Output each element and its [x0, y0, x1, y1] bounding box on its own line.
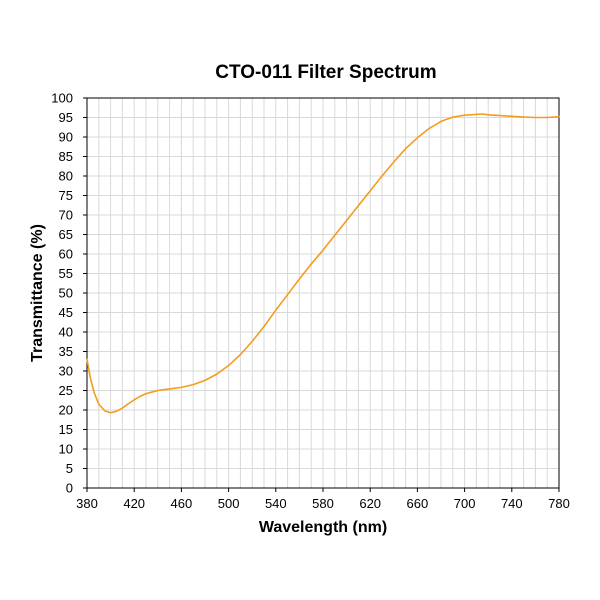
- y-tick-label: 5: [66, 461, 73, 476]
- x-tick-label: 700: [454, 496, 476, 511]
- y-tick-label: 100: [51, 91, 73, 106]
- y-tick-label: 25: [59, 383, 73, 398]
- x-tick-label: 580: [312, 496, 334, 511]
- y-tick-label: 20: [59, 403, 73, 418]
- x-tick-label: 620: [359, 496, 381, 511]
- x-tick-label: 540: [265, 496, 287, 511]
- x-tick-label: 740: [501, 496, 523, 511]
- x-tick-label: 780: [548, 496, 570, 511]
- gridlines: [87, 98, 559, 488]
- transmittance-line: [86, 113, 560, 414]
- y-tick-label: 90: [59, 130, 73, 145]
- y-tick-label: 30: [59, 364, 73, 379]
- y-tick-label: 60: [59, 247, 73, 262]
- y-tick-label: 85: [59, 149, 73, 164]
- y-tick-label: 0: [66, 481, 73, 496]
- y-tick-label: 95: [59, 110, 73, 125]
- y-tick-label: 75: [59, 188, 73, 203]
- x-tick-label: 380: [76, 496, 98, 511]
- x-tick-label: 460: [171, 496, 193, 511]
- x-axis-label: Wavelength (nm): [259, 519, 387, 536]
- x-tick-label: 660: [407, 496, 429, 511]
- series-layer: [86, 113, 560, 414]
- y-tick-label: 10: [59, 442, 73, 457]
- y-tick-label: 50: [59, 286, 73, 301]
- y-axis-ticks: 0 5 10 15 20 25 30 35 40 45 50 55 60 65 70 75 80 85 90 95 10…: [51, 91, 87, 496]
- y-tick-label: 70: [59, 208, 73, 223]
- y-tick-label: 45: [59, 305, 73, 320]
- y-tick-label: 55: [59, 266, 73, 281]
- y-axis-label: Transmittance (%): [29, 224, 46, 362]
- y-tick-label: 80: [59, 169, 73, 184]
- y-tick-label: 40: [59, 325, 73, 340]
- chart-title: CTO-011 Filter Spectrum: [215, 62, 436, 83]
- x-tick-label: 420: [123, 496, 145, 511]
- x-axis-ticks: 380 420 460 500 540 580 620 660 700 740 780: [76, 488, 570, 511]
- y-tick-label: 65: [59, 227, 73, 242]
- y-tick-label: 35: [59, 344, 73, 359]
- x-tick-label: 500: [218, 496, 240, 511]
- y-tick-label: 15: [59, 422, 73, 437]
